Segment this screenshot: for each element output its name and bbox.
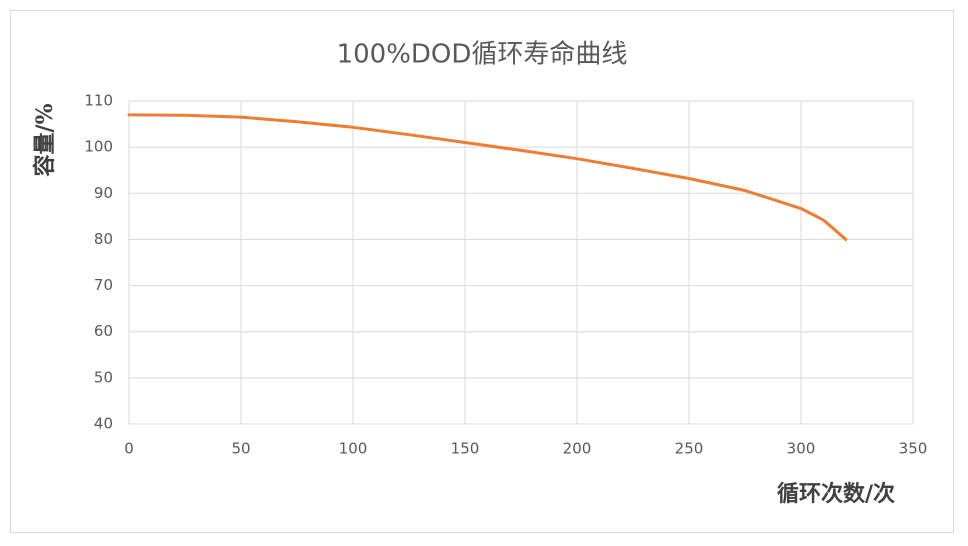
y-tick-label: 40 — [94, 415, 113, 433]
x-tick-label: 250 — [675, 440, 704, 458]
x-axis-label: 循环次数/次 — [777, 481, 895, 507]
y-tick-label: 50 — [94, 368, 113, 386]
y-tick-label: 60 — [94, 322, 113, 340]
y-axis-label: 容量/% — [32, 103, 58, 176]
y-tick-label: 110 — [84, 92, 113, 110]
chart-title: 100%DOD循环寿命曲线 — [337, 40, 628, 70]
y-tick-label: 70 — [94, 276, 113, 294]
x-tick-label: 100 — [339, 440, 368, 458]
x-tick-label: 350 — [899, 440, 928, 458]
x-tick-label: 200 — [563, 440, 592, 458]
y-tick-label: 100 — [84, 138, 113, 156]
x-tick-label: 0 — [124, 440, 134, 458]
x-tick-label: 150 — [451, 440, 480, 458]
data-line — [127, 113, 848, 241]
y-tick-label: 90 — [94, 184, 113, 202]
x-tick-label: 50 — [231, 440, 250, 458]
y-tick-label: 80 — [94, 230, 113, 248]
x-tick-label: 300 — [787, 440, 816, 458]
chart-frame — [10, 10, 954, 533]
